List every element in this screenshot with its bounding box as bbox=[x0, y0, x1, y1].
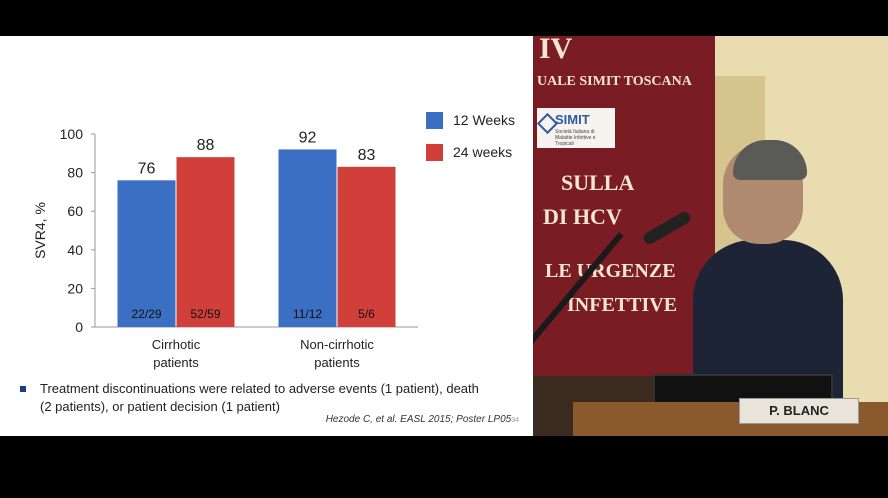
speaker-video: IV UALE SIMIT TOSCANA SIMIT Società Ital… bbox=[533, 36, 888, 436]
bar-12-weeks-non-cirrhotic bbox=[278, 149, 337, 327]
nameplate-text: P. BLANC bbox=[769, 403, 829, 418]
y-tick-label: 100 bbox=[60, 126, 84, 142]
bar-fraction-label: 52/59 bbox=[190, 307, 220, 321]
page-number: 34 bbox=[511, 417, 519, 424]
bar-fraction-label: 11/12 bbox=[293, 307, 322, 321]
y-tick-label: 40 bbox=[67, 242, 83, 258]
bar-value-label: 92 bbox=[299, 129, 317, 146]
legend-label-12-weeks: 12 Weeks bbox=[453, 112, 515, 128]
speaker-nameplate: P. BLANC bbox=[739, 398, 859, 424]
bar-fraction-label: 5/6 bbox=[358, 307, 375, 321]
bar-value-label: 83 bbox=[358, 147, 376, 164]
presentation-slide: 0 20 40 60 80 100 SVR4, % 76 22/29 88 52/59 Cirrhot… bbox=[0, 36, 533, 436]
x-category-label: Non-cirrhotic bbox=[300, 337, 374, 352]
chart-legend: 12 Weeks 24 weeks bbox=[426, 108, 515, 172]
legend-swatch-24-weeks bbox=[426, 143, 443, 161]
citation: Hezode C, et al. EASL 2015; Poster LP053… bbox=[326, 414, 519, 425]
bullet-point: Treatment discontinuations were related … bbox=[20, 380, 490, 416]
conference-banner: IV UALE SIMIT TOSCANA SIMIT Società Ital… bbox=[533, 36, 715, 376]
citation-text: Hezode C, et al. EASL 2015; Poster LP05 bbox=[325, 414, 512, 425]
simit-logo: SIMIT Società Italiana di Malattie Infet… bbox=[536, 108, 615, 148]
x-category-label: patients bbox=[314, 355, 360, 370]
letterbox-bottom bbox=[0, 436, 888, 498]
banner-line-1: IV bbox=[539, 36, 573, 65]
banner-line-4: DI HCV bbox=[543, 204, 622, 229]
x-category-label: Cirrhotic bbox=[152, 337, 201, 352]
y-tick-label: 60 bbox=[67, 203, 83, 219]
banner-line-6: INFETTIVE bbox=[567, 294, 678, 316]
y-axis-label: SVR4, % bbox=[32, 202, 48, 259]
legend-label-24-weeks: 24 weeks bbox=[453, 144, 513, 160]
banner-line-5: LE URGENZE bbox=[545, 260, 676, 282]
bar-12-weeks-cirrhotic bbox=[117, 180, 176, 327]
y-tick-label: 0 bbox=[75, 319, 83, 335]
speaker-hair bbox=[733, 140, 807, 180]
banner-line-2: UALE SIMIT TOSCANA bbox=[537, 74, 692, 89]
bar-value-label: 76 bbox=[138, 160, 156, 177]
bar-fraction-label: 22/29 bbox=[131, 307, 161, 321]
bar-24-weeks-non-cirrhotic bbox=[337, 166, 396, 327]
legend-item-24-weeks: 24 weeks bbox=[426, 140, 515, 164]
x-category-label: patients bbox=[153, 355, 199, 370]
bar-value-label: 88 bbox=[197, 137, 215, 154]
legend-item-12-weeks: 12 Weeks bbox=[426, 108, 515, 132]
y-tick-label: 20 bbox=[67, 280, 83, 296]
simit-logo-subtitle: Società Italiana di Malattie Infettive e… bbox=[555, 129, 596, 147]
simit-logo-text: SIMIT bbox=[555, 112, 590, 127]
bullet-text: Treatment discontinuations were related … bbox=[40, 381, 479, 414]
legend-swatch-12-weeks bbox=[426, 111, 443, 129]
bar-24-weeks-cirrhotic bbox=[176, 157, 235, 327]
banner-line-3: SULLA bbox=[561, 170, 635, 195]
bullet-square-icon bbox=[20, 386, 26, 392]
bar-chart: 0 20 40 60 80 100 SVR4, % 76 22/29 88 52/59 Cirrhot… bbox=[32, 126, 418, 370]
y-tick-label: 80 bbox=[67, 165, 83, 181]
